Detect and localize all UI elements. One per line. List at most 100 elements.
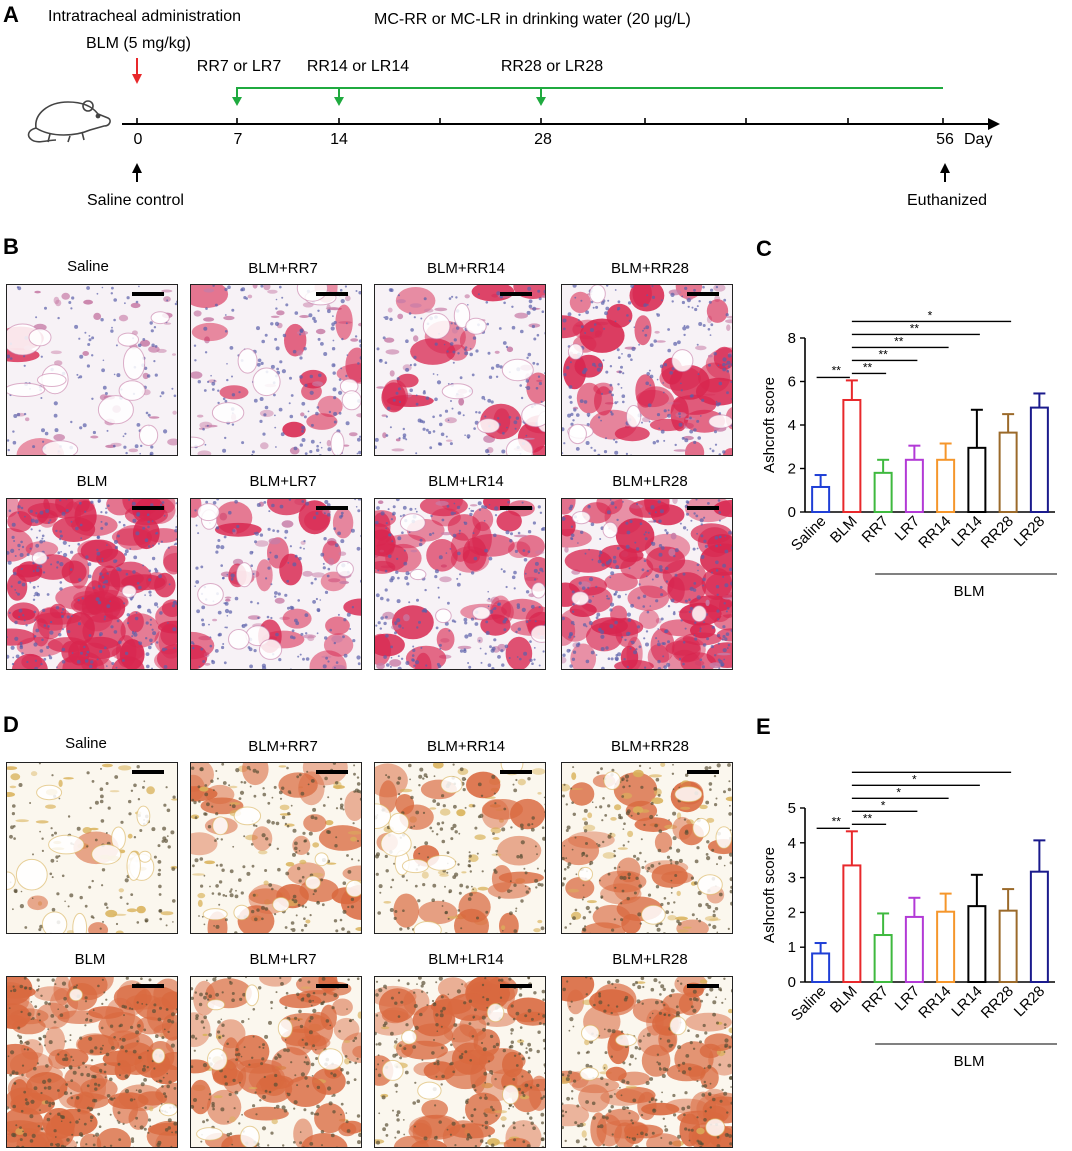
significance-label: ** [863, 360, 873, 374]
image-title: BLM+RR28 [611, 260, 689, 277]
group-28-label: RR28 or LR28 [500, 58, 604, 75]
mouse-icon [27, 100, 111, 143]
histology-image [561, 498, 733, 670]
significance-label: * [896, 785, 901, 799]
tick-label-7: 7 [233, 131, 243, 148]
image-title: BLM+RR28 [611, 738, 689, 755]
tissue-texture [7, 763, 177, 933]
tissue-texture [562, 285, 732, 455]
image-title: BLM+LR7 [249, 473, 317, 490]
image-title: BLM+LR14 [428, 473, 504, 490]
scale-bar [500, 770, 532, 774]
panel-label-d: D [3, 712, 19, 737]
image-title: BLM+RR14 [427, 260, 505, 277]
y-tick-label: 2 [788, 904, 796, 921]
significance-label: ** [894, 334, 904, 348]
y-axis-label: Ashcroft score [761, 377, 778, 473]
histology-image [190, 762, 362, 934]
scale-bar [500, 984, 532, 988]
bar [842, 398, 862, 513]
scale-bar [132, 984, 164, 988]
tissue-texture [7, 285, 177, 455]
category-label: RR28 [978, 513, 1017, 552]
tissue-texture [375, 499, 545, 669]
y-tick-label: 4 [788, 835, 796, 852]
image-title: BLM+LR7 [249, 951, 317, 968]
tissue-texture [562, 977, 732, 1147]
significance-label: ** [863, 811, 873, 825]
histology-image [190, 498, 362, 670]
scale-bar [316, 292, 348, 296]
bar [998, 431, 1018, 513]
image-title: BLM+RR14 [427, 738, 505, 755]
histology-image [190, 976, 362, 1148]
image-title: BLM [74, 951, 106, 968]
tissue-texture [7, 977, 177, 1147]
y-tick-label: 1 [788, 939, 796, 956]
group-14-label: RR14 or LR14 [306, 58, 410, 75]
scale-bar [687, 506, 719, 510]
bar [936, 458, 956, 514]
panel-label-c: C [756, 236, 772, 261]
significance-label: ** [832, 814, 842, 828]
y-tick-label: 0 [788, 974, 796, 991]
timeline-diagram [27, 58, 1000, 182]
bar [811, 952, 831, 984]
y-tick-label: 8 [788, 330, 796, 347]
tissue-texture [191, 499, 361, 669]
bar [842, 864, 862, 983]
tissue-texture [375, 763, 545, 933]
bar [998, 909, 1018, 983]
image-title: BLM+RR7 [248, 738, 318, 755]
category-label: LR14 [948, 983, 985, 1020]
y-tick-label: 3 [788, 870, 796, 887]
significance-label: ** [832, 363, 842, 377]
category-label: LR28 [1011, 983, 1048, 1020]
bar [904, 458, 924, 514]
tissue-texture [191, 763, 361, 933]
histology-image [374, 498, 546, 670]
significance-label: * [928, 308, 933, 322]
bar [811, 485, 831, 514]
bar [1029, 406, 1049, 513]
scale-bar [316, 506, 348, 510]
tick-label-0: 0 [133, 131, 143, 148]
histology-image [561, 762, 733, 934]
image-title: BLM+LR14 [428, 951, 504, 968]
significance-label: * [881, 798, 886, 812]
tissue-texture [7, 499, 177, 669]
tissue-texture [375, 977, 545, 1147]
histology-image [190, 284, 362, 456]
bar [904, 915, 924, 983]
scale-bar [316, 984, 348, 988]
category-label: RR7 [859, 513, 892, 546]
histology-image [6, 762, 178, 934]
y-tick-label: 5 [788, 800, 796, 817]
significance-label: ** [910, 321, 920, 335]
scale-bar [132, 770, 164, 774]
category-label: BLM [827, 983, 861, 1017]
tissue-texture [562, 499, 732, 669]
y-tick-label: 2 [788, 461, 796, 478]
image-title: Saline [67, 258, 109, 275]
significance-label: * [912, 772, 917, 786]
image-title: BLM+LR28 [612, 951, 688, 968]
bar [1029, 870, 1049, 983]
bleomycin-dose-label: BLM (5 mg/kg) [86, 35, 191, 52]
tissue-texture [191, 285, 361, 455]
y-axis-label: Ashcroft score [761, 847, 778, 943]
image-title: BLM+LR28 [612, 473, 688, 490]
y-tick-label: 6 [788, 374, 796, 391]
histology-image [6, 976, 178, 1148]
category-label: BLM [827, 513, 861, 547]
histology-image [6, 498, 178, 670]
category-label: RR28 [978, 983, 1017, 1022]
panel-label-b: B [3, 234, 19, 259]
category-label: RR7 [859, 983, 892, 1016]
image-title: BLM+RR7 [248, 260, 318, 277]
group-label: BLM [954, 1053, 985, 1070]
scale-bar [500, 506, 532, 510]
euthanized-label: Euthanized [907, 192, 988, 209]
